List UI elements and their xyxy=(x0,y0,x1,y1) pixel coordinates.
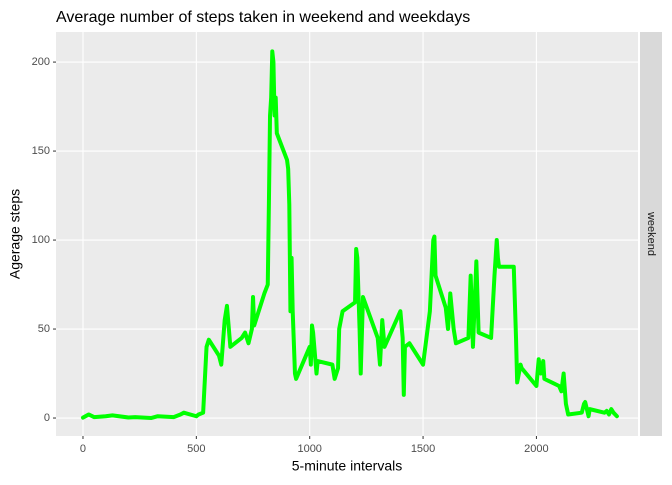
x-tick-label: 500 xyxy=(187,443,205,455)
y-tick-label: 150 xyxy=(32,145,50,157)
panel xyxy=(56,32,638,436)
y-axis-label: Agerage steps xyxy=(7,189,23,279)
y-tick-label: 100 xyxy=(32,234,50,246)
x-axis-label: 5-minute intervals xyxy=(292,458,403,474)
x-tick-label: 0 xyxy=(80,443,86,455)
facet-label: weekend xyxy=(645,211,657,256)
x-tick-label: 1000 xyxy=(297,443,321,455)
x-tick-label: 1500 xyxy=(411,443,435,455)
y-tick-label: 50 xyxy=(38,323,50,335)
facet-strip xyxy=(640,32,662,436)
y-tick-label: 0 xyxy=(44,412,50,424)
chart-title: Average number of steps taken in weekend… xyxy=(56,9,470,26)
y-tick-label: 200 xyxy=(32,56,50,68)
line xyxy=(80,49,619,421)
x-tick-label: 2000 xyxy=(524,443,548,455)
